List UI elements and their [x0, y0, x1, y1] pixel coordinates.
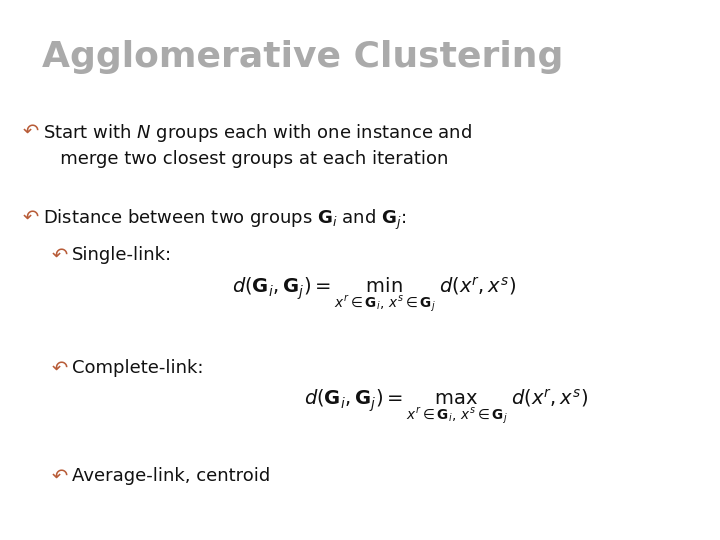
Text: $d(\mathbf{G}_i,\mathbf{G}_j)=\underset{x^r\in\mathbf{G}_i,\,x^s\in\mathbf{G}_j}: $d(\mathbf{G}_i,\mathbf{G}_j)=\underset{… [305, 387, 588, 426]
Text: ↶: ↶ [52, 467, 68, 486]
Text: Agglomerative Clustering: Agglomerative Clustering [42, 40, 563, 73]
Text: Distance between two groups $\mathbf{G}_i$ and $\mathbf{G}_j$:: Distance between two groups $\mathbf{G}_… [43, 208, 407, 232]
Text: Start with $N$ groups each with one instance and
   merge two closest groups at : Start with $N$ groups each with one inst… [43, 122, 472, 168]
Text: ↶: ↶ [52, 246, 68, 265]
Text: Average-link, centroid: Average-link, centroid [72, 467, 270, 485]
Text: Single-link:: Single-link: [72, 246, 172, 264]
Text: $d(\mathbf{G}_i,\mathbf{G}_j)=\underset{x^r\in\mathbf{G}_i,\,x^s\in\mathbf{G}_j}: $d(\mathbf{G}_i,\mathbf{G}_j)=\underset{… [233, 275, 516, 314]
Text: ↶: ↶ [52, 359, 68, 378]
Text: ↶: ↶ [23, 208, 40, 227]
Text: ↶: ↶ [23, 122, 40, 140]
Text: Complete-link:: Complete-link: [72, 359, 204, 377]
